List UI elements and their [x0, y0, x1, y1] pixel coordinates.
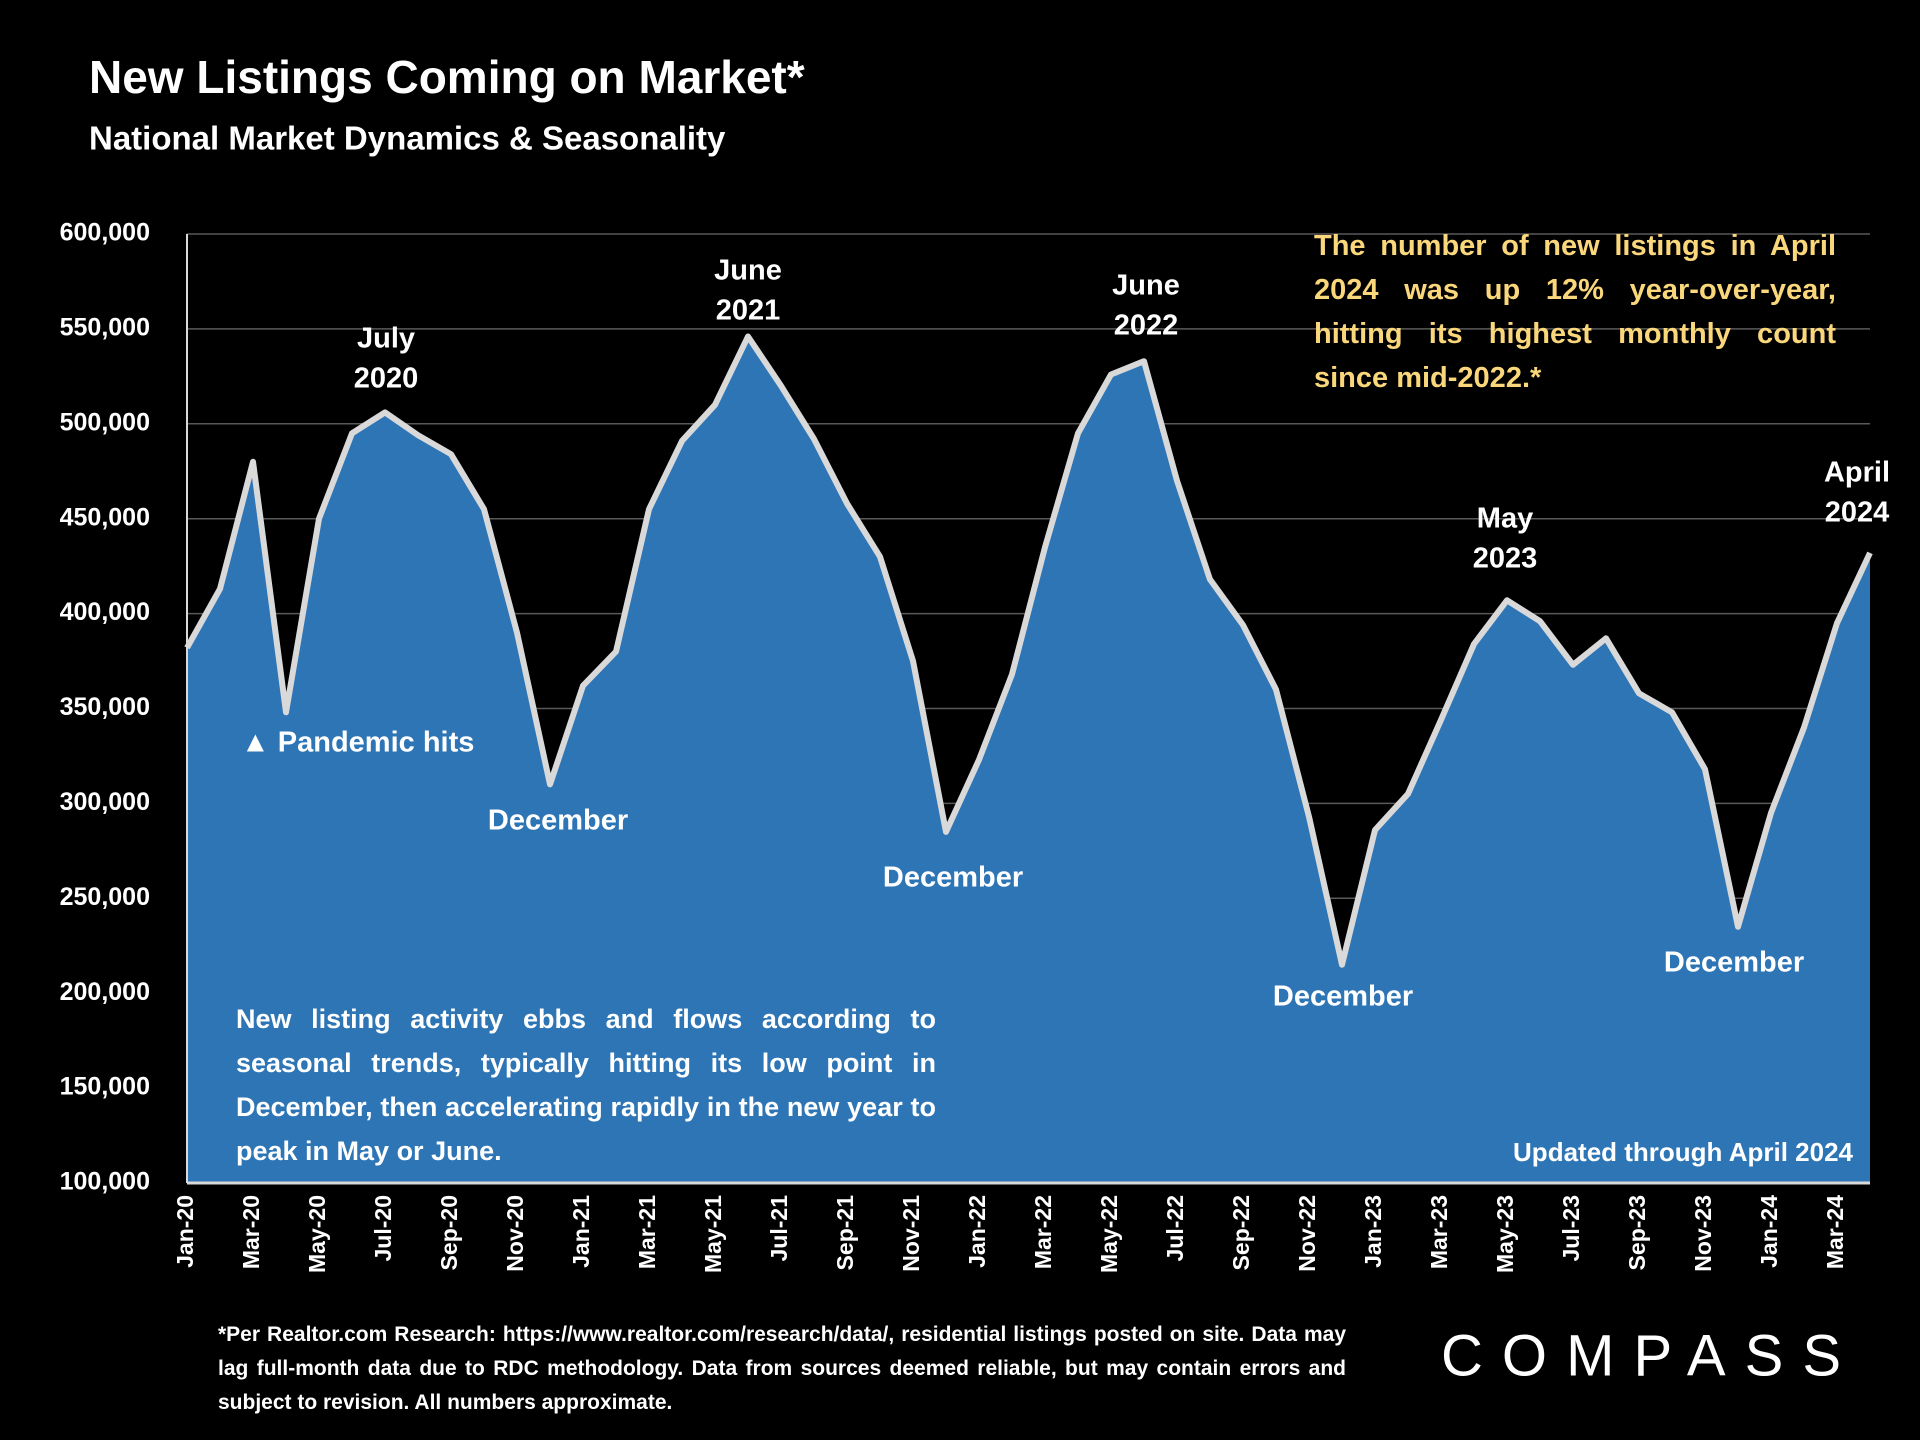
- x-tick-label: Jan-23: [1360, 1195, 1386, 1268]
- x-tick-label: Jul-20: [370, 1195, 396, 1261]
- x-tick-label: Jan-21: [568, 1195, 594, 1268]
- annotation: June: [1112, 270, 1180, 302]
- x-tick-label: Jul-22: [1162, 1195, 1188, 1261]
- chart-title: New Listings Coming on Market*: [89, 51, 805, 103]
- x-tick-label: Mar-20: [238, 1195, 264, 1269]
- footnote: *Per Realtor.com Research: https://www.r…: [218, 1323, 1346, 1414]
- highlight-note: The number of new listings in April 2024…: [1314, 230, 1836, 394]
- annotation: April: [1824, 457, 1890, 489]
- chart-subtitle: National Market Dynamics & Seasonality: [89, 120, 726, 157]
- annotation: 2021: [716, 295, 781, 327]
- annotation: June: [714, 255, 782, 287]
- x-tick-label: May-20: [304, 1195, 330, 1273]
- annotation: 2020: [354, 363, 419, 395]
- seasonal-note: New listing activity ebbs and flows acco…: [236, 1004, 936, 1166]
- x-tick-label: Jul-21: [766, 1195, 792, 1262]
- annotation: December: [883, 862, 1023, 894]
- y-tick-label: 450,000: [60, 503, 150, 531]
- y-tick-label: 600,000: [60, 219, 150, 247]
- x-tick-label: Mar-21: [634, 1195, 660, 1269]
- x-tick-label: May-22: [1096, 1195, 1122, 1273]
- y-tick-label: 500,000: [60, 408, 150, 436]
- area: [187, 336, 1870, 1183]
- annotation: May: [1477, 503, 1533, 535]
- x-tick-label: Nov-21: [898, 1195, 924, 1272]
- x-tick-label: Sep-20: [436, 1195, 462, 1270]
- logo: COMPASS: [1441, 1323, 1841, 1388]
- annotation: December: [1273, 981, 1413, 1013]
- x-tick-label: Sep-23: [1624, 1195, 1650, 1270]
- x-tick-label: May-21: [700, 1195, 726, 1273]
- y-tick-label: 400,000: [60, 598, 150, 626]
- y-tick-label: 550,000: [60, 314, 150, 342]
- annotation: December: [488, 805, 628, 837]
- x-tick-label: Nov-22: [1294, 1195, 1320, 1272]
- y-tick-label: 300,000: [60, 788, 150, 816]
- annotation: 2022: [1114, 310, 1179, 342]
- y-tick-label: 150,000: [60, 1073, 150, 1101]
- y-tick-label: 200,000: [60, 978, 150, 1006]
- area-line: [184, 333, 1873, 968]
- annotation: Updated through April 2024: [1513, 1137, 1853, 1167]
- y-tick-label: 100,000: [60, 1168, 150, 1196]
- annotation: ▲ Pandemic hits: [241, 727, 474, 759]
- x-tick-label: Jan-22: [964, 1195, 990, 1268]
- x-tick-label: Sep-21: [832, 1195, 858, 1271]
- y-tick-label: 250,000: [60, 883, 150, 911]
- annotation: 2024: [1825, 497, 1890, 529]
- x-tick-label: Mar-22: [1030, 1195, 1056, 1269]
- annotation: 2023: [1473, 543, 1538, 575]
- x-tick-label: Jul-23: [1558, 1195, 1584, 1261]
- x-tick-label: Mar-23: [1426, 1195, 1452, 1269]
- x-tick-label: Nov-23: [1690, 1195, 1716, 1272]
- x-tick-label: Nov-20: [502, 1195, 528, 1272]
- x-tick-label: Mar-24: [1822, 1195, 1848, 1269]
- x-tick-label: Jan-24: [1756, 1195, 1782, 1268]
- y-tick-label: 350,000: [60, 693, 150, 721]
- annotation: July: [357, 323, 415, 355]
- x-tick-label: Jan-20: [172, 1195, 198, 1268]
- x-tick-label: Sep-22: [1228, 1195, 1254, 1270]
- x-tick-label: May-23: [1492, 1195, 1518, 1273]
- annotation: December: [1664, 947, 1804, 979]
